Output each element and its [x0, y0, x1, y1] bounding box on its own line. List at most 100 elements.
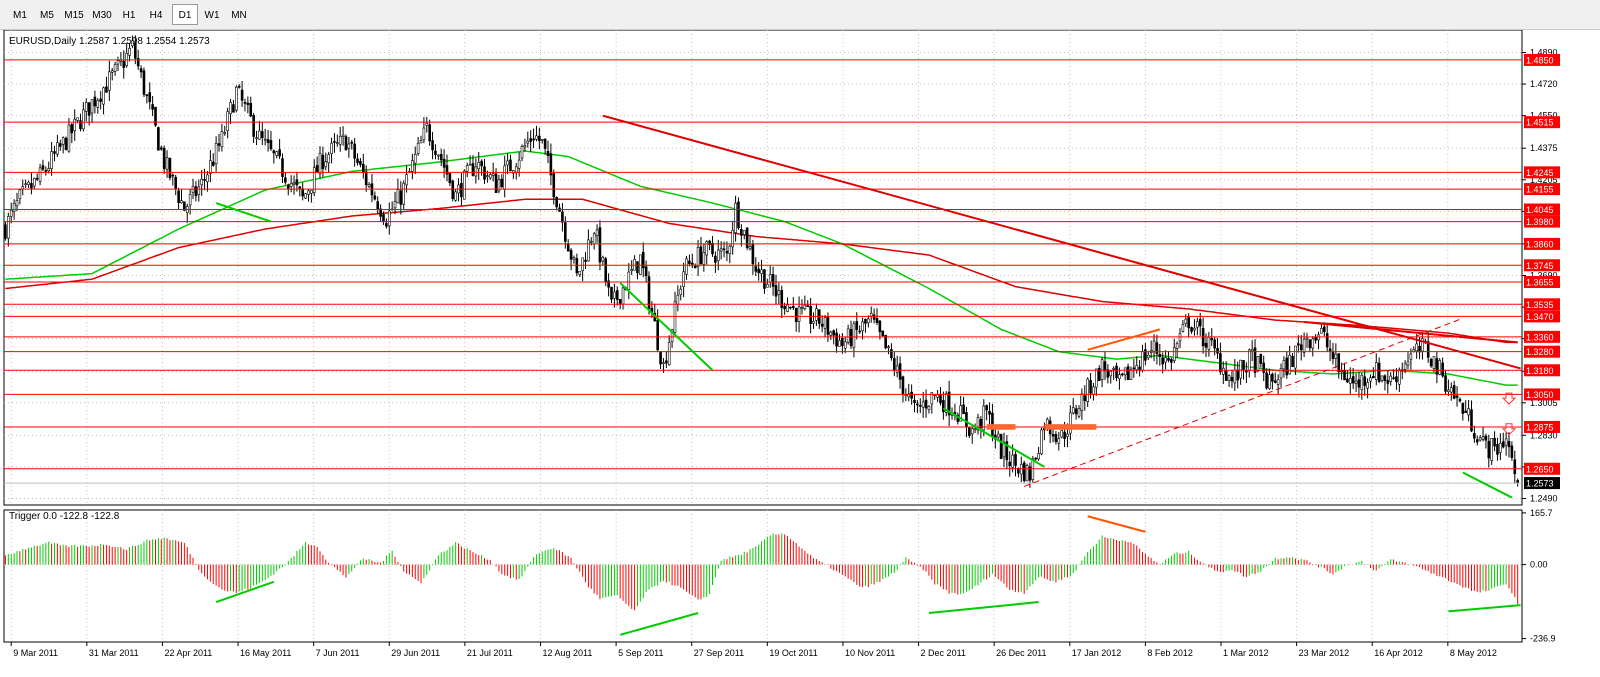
chart-area[interactable]: 1.48901.47201.45501.43751.42051.40351.38… — [0, 30, 1600, 677]
candle-body — [1054, 434, 1058, 442]
candle-body — [535, 135, 538, 140]
timeframe-button-mn[interactable]: MN — [231, 10, 247, 21]
candle-body — [41, 165, 45, 170]
candle-body — [589, 240, 593, 243]
candle-body — [662, 362, 665, 364]
candle-body — [1493, 437, 1496, 447]
time-tick-label: 22 Apr 2011 — [164, 648, 212, 658]
candle-body — [174, 176, 178, 189]
candle-body — [1294, 345, 1297, 369]
moving-averages — [5, 150, 1518, 386]
price-tick-label: 1.3690 — [1530, 270, 1558, 280]
candle-body — [347, 143, 351, 149]
candle-body — [84, 102, 88, 112]
indicator-trendline — [619, 612, 699, 636]
timeframe-button-m15[interactable]: M15 — [64, 10, 84, 21]
candle-body — [359, 160, 362, 165]
candle-body — [73, 118, 77, 132]
candle-body — [1282, 360, 1286, 370]
candle-body — [162, 147, 166, 170]
level-price-tag — [1524, 388, 1560, 401]
timeframe-button-w1[interactable]: W1 — [204, 10, 220, 21]
price-tick-label: 1.4205 — [1530, 175, 1558, 185]
indicator-histogram — [4, 533, 1519, 611]
candle-body — [318, 152, 322, 175]
candle-body — [1120, 373, 1124, 376]
level-price-label: 1.3655 — [1526, 277, 1554, 287]
candle-body — [503, 165, 507, 190]
candle-body — [766, 284, 769, 288]
trendlines — [215, 114, 1521, 499]
candle-body — [113, 64, 117, 72]
price-tick-label: 1.4550 — [1530, 111, 1558, 121]
candle-body — [1063, 431, 1066, 439]
timeframe-button-m1[interactable]: M1 — [13, 10, 27, 21]
time-tick-label: 31 Mar 2011 — [89, 648, 139, 658]
level-price-tag — [1524, 298, 1560, 311]
candle-body — [260, 131, 264, 139]
candle-body — [604, 258, 608, 282]
timeframe-button-h4[interactable]: H4 — [149, 10, 163, 21]
candle-body — [1158, 353, 1162, 358]
candle-body — [1337, 353, 1341, 373]
time-tick-label: 8 May 2012 — [1450, 648, 1497, 658]
candle-body — [1083, 395, 1087, 402]
candle-body — [434, 150, 437, 155]
level-price-tag — [1524, 166, 1560, 179]
candle-body — [734, 202, 737, 233]
candle-body — [468, 163, 472, 166]
candle-body — [794, 308, 798, 323]
timeframe-button-d1[interactable]: D1 — [172, 4, 198, 25]
candle-body — [1458, 398, 1462, 402]
timeframe-button-m5[interactable]: M5 — [40, 10, 54, 21]
candle-body — [61, 137, 65, 145]
candle-body — [18, 189, 22, 200]
candle-body — [598, 227, 602, 263]
candle-body — [269, 140, 273, 150]
candle-body — [1487, 440, 1491, 459]
candle-body — [549, 153, 553, 176]
candle-body — [413, 154, 417, 164]
candle-body — [364, 171, 368, 186]
level-price-label: 1.2875 — [1526, 422, 1554, 432]
candle-body — [1421, 338, 1424, 352]
time-tick-label: 10 Nov 2011 — [845, 648, 895, 658]
candle-body — [1198, 319, 1202, 327]
candle-body — [1057, 438, 1061, 444]
candle-body — [1406, 361, 1410, 366]
candle-body — [460, 182, 463, 198]
candle-body — [33, 177, 36, 187]
timeframe-button-h1[interactable]: H1 — [122, 10, 136, 21]
candle-body — [480, 160, 483, 167]
candle-body — [12, 203, 16, 213]
candle-body — [572, 256, 576, 260]
candle-body — [281, 158, 284, 178]
candle-body — [841, 337, 844, 347]
candle-body — [79, 120, 82, 130]
candle-body — [154, 106, 157, 126]
candle-body — [1233, 369, 1237, 384]
candle-body — [996, 433, 1000, 438]
timeframe-button-m30[interactable]: M30 — [92, 10, 112, 21]
candle-body — [641, 251, 645, 269]
candle-body — [1291, 356, 1294, 368]
candle-body — [1403, 363, 1407, 370]
candle-body — [864, 318, 867, 324]
price-chart-title: EURUSD,Daily 1.2587 1.2598 1.2554 1.2573 — [9, 36, 210, 47]
candle-body — [1478, 437, 1482, 441]
candle-body — [780, 290, 784, 308]
candle-body — [1377, 362, 1381, 382]
candle-body — [693, 265, 697, 269]
candle-body — [272, 150, 276, 154]
candle-body — [324, 161, 328, 168]
time-tick-label: 19 Oct 2011 — [769, 648, 817, 658]
candle-body — [134, 42, 137, 59]
candle-body — [53, 151, 56, 154]
candle-body — [494, 173, 498, 194]
trendline — [602, 114, 1521, 370]
candle-body — [789, 306, 792, 309]
candle-body — [1224, 370, 1228, 381]
candle-body — [757, 268, 760, 274]
candle-body — [382, 214, 385, 222]
candle-body — [7, 216, 10, 239]
